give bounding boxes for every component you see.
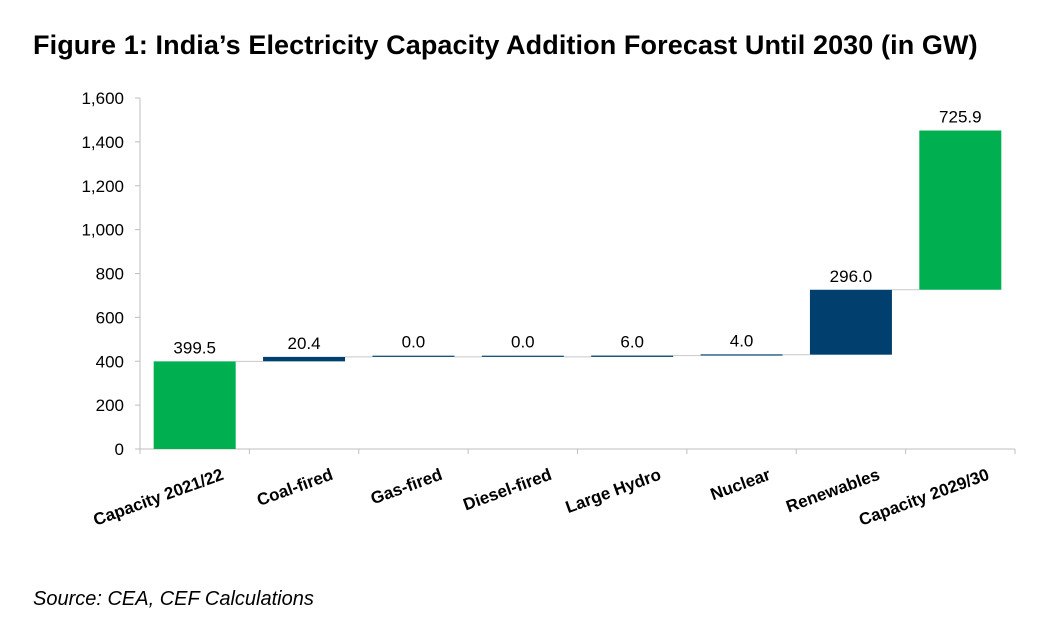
data-label: 0.0 bbox=[511, 333, 535, 352]
y-tick-label: 1,600 bbox=[81, 89, 124, 108]
bar-renewables bbox=[809, 289, 892, 355]
bar-gas-fired bbox=[372, 355, 455, 357]
y-tick-label: 1,200 bbox=[81, 177, 124, 196]
y-tick-label: 200 bbox=[96, 396, 124, 415]
category-label: Nuclear bbox=[708, 465, 773, 504]
y-tick-label: 1,400 bbox=[81, 133, 124, 152]
chart-title: Figure 1: India’s Electricity Capacity A… bbox=[33, 30, 978, 60]
data-labels: 399.5 20.4 0.0 0.0 6.0 4.0 296.0 725.9 bbox=[173, 108, 981, 358]
source-note: Source: CEA, CEF Calculations bbox=[33, 588, 314, 610]
bars bbox=[153, 130, 1002, 449]
x-axis bbox=[139, 448, 1016, 454]
category-label: Coal-fired bbox=[254, 465, 335, 510]
category-labels: Capacity 2021/22 Coal-fired Gas-fired Diese… bbox=[91, 465, 992, 530]
y-tick-label: 0 bbox=[115, 440, 124, 459]
data-label: 4.0 bbox=[730, 331, 754, 350]
bar-capacity-2029-30 bbox=[919, 130, 1002, 290]
data-label: 399.5 bbox=[173, 338, 216, 357]
bar-capacity-2021-22 bbox=[153, 361, 236, 449]
data-label: 20.4 bbox=[288, 334, 321, 353]
category-label: Gas-fired bbox=[368, 465, 445, 508]
category-label: Capacity 2021/22 bbox=[91, 465, 226, 530]
y-tick-label: 1,000 bbox=[81, 221, 124, 240]
data-label: 725.9 bbox=[939, 108, 982, 127]
category-label: Large Hydro bbox=[563, 465, 664, 517]
data-label: 6.0 bbox=[620, 333, 644, 352]
data-label: 296.0 bbox=[830, 267, 873, 286]
connector-lines bbox=[235, 289, 920, 362]
y-tick-label: 600 bbox=[96, 308, 124, 327]
data-label: 0.0 bbox=[402, 333, 426, 352]
y-axis: 0 200 400 600 800 1,000 1,200 1,400 1,600 bbox=[81, 89, 141, 459]
bar-nuclear bbox=[700, 354, 783, 356]
category-label: Diesel-fired bbox=[461, 465, 555, 515]
bar-coal-fired bbox=[263, 356, 346, 362]
y-tick-label: 400 bbox=[96, 352, 124, 371]
bar-diesel-fired bbox=[481, 355, 564, 357]
y-tick-label: 800 bbox=[96, 265, 124, 284]
bar-large-hydro bbox=[591, 355, 674, 357]
